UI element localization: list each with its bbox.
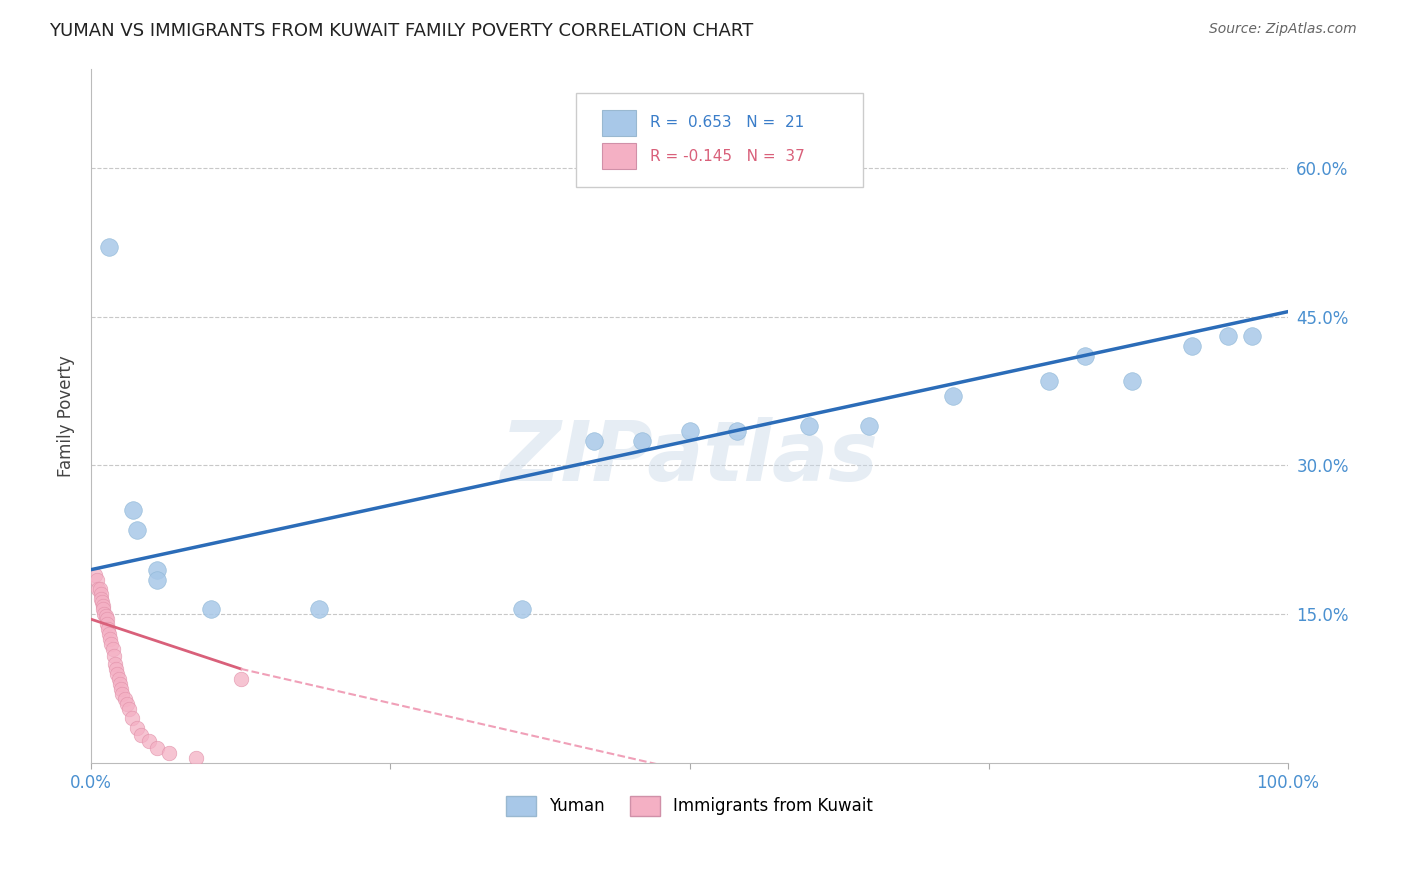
Text: R =  0.653   N =  21: R = 0.653 N = 21 [650,115,804,130]
Bar [602,143,636,169]
Point [122,503,145,517]
Point [678,424,700,438]
Point [510,602,533,616]
Point [186,751,208,765]
Point [725,424,748,438]
Point [83,567,105,582]
Point [100,637,122,651]
Point [229,672,252,686]
Point [101,642,124,657]
Point [103,648,125,663]
Point [115,697,138,711]
Point [89,582,111,597]
Point [90,592,112,607]
Point [98,240,121,254]
Point [90,587,112,601]
Point [799,418,821,433]
Y-axis label: Family Poverty: Family Poverty [58,355,75,476]
Point [96,617,118,632]
Point [97,622,120,636]
Text: Source: ZipAtlas.com: Source: ZipAtlas.com [1209,22,1357,37]
Point [125,722,148,736]
Point [1121,374,1143,388]
Point [121,711,143,725]
Bar [602,110,636,136]
Point [98,632,121,646]
Point [93,607,115,622]
Point [90,595,112,609]
Point [200,602,222,616]
Point [942,389,965,403]
Point [91,599,114,614]
Text: ZIPatlas: ZIPatlas [501,417,879,498]
Point [138,734,160,748]
Point [146,573,169,587]
Point [1073,349,1095,363]
Point [582,434,605,448]
Point [107,666,129,681]
Point [308,602,330,616]
Point [858,418,880,433]
Point [1218,329,1240,343]
Point [110,681,132,696]
Point [86,573,108,587]
Point [114,691,136,706]
Point [131,728,153,742]
Point [157,746,180,760]
Point [91,602,114,616]
Point [1241,329,1264,343]
FancyBboxPatch shape [576,93,863,186]
Point [87,582,110,597]
Point [125,523,148,537]
Point [118,701,141,715]
Legend: Yuman, Immigrants from Kuwait: Yuman, Immigrants from Kuwait [498,788,882,824]
Point [630,434,652,448]
Point [96,612,118,626]
Point [94,609,117,624]
Text: YUMAN VS IMMIGRANTS FROM KUWAIT FAMILY POVERTY CORRELATION CHART: YUMAN VS IMMIGRANTS FROM KUWAIT FAMILY P… [49,22,754,40]
Point [104,657,127,671]
Point [105,662,128,676]
Point [98,627,121,641]
Point [1181,339,1204,353]
Point [146,563,169,577]
Point [108,677,131,691]
Point [146,741,169,756]
Point [111,687,134,701]
Point [107,672,129,686]
Text: R = -0.145   N =  37: R = -0.145 N = 37 [650,149,804,163]
Point [1038,374,1060,388]
